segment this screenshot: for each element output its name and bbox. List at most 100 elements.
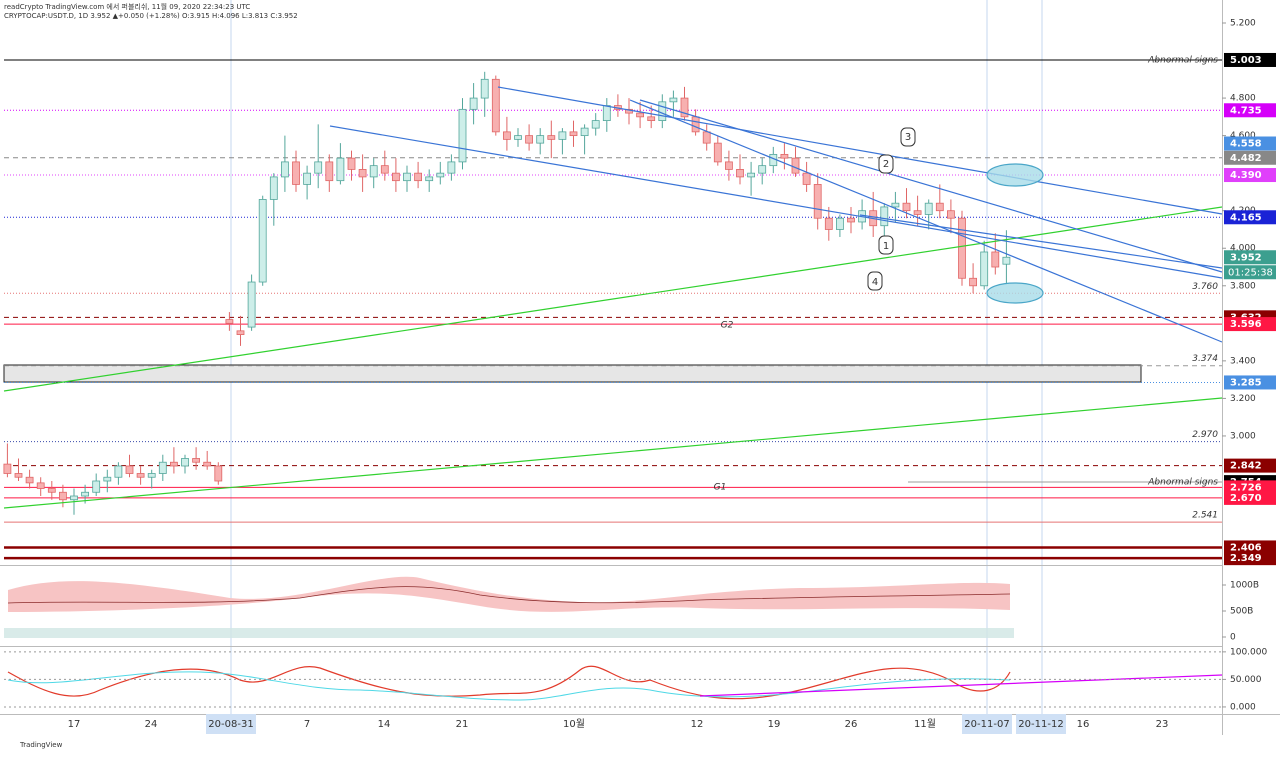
callout-box [878, 154, 894, 174]
candle-body [758, 165, 767, 174]
price-label: 3.596 [1230, 319, 1262, 330]
candle-body [380, 165, 389, 174]
x-label-bg [206, 714, 256, 734]
candle-body [536, 135, 545, 144]
candle-body [192, 458, 201, 463]
price-label-bg [1224, 551, 1276, 566]
trend-line [329, 125, 1223, 279]
candle-body [580, 127, 589, 137]
candle-body [824, 217, 833, 230]
candle-body [469, 97, 478, 110]
candle-body [403, 172, 411, 182]
levels: 3.760 3.374 2.970 2.541 [4, 59, 1222, 560]
candle-body [47, 488, 56, 493]
candle-body [436, 172, 445, 178]
price-label-bg [1224, 250, 1276, 265]
candle-body [292, 161, 300, 185]
callout: 2 [883, 159, 889, 170]
level-text: 3.760 [1192, 282, 1218, 292]
candle-body [92, 480, 101, 493]
price-label-bg [1224, 375, 1276, 390]
volume-strip [4, 628, 1014, 638]
x-tick-label: 19 [768, 719, 781, 730]
price-label: 2.726 [1230, 482, 1262, 493]
candle-body [924, 202, 933, 215]
candle-body [702, 131, 711, 144]
price-label: 3.952 [1230, 252, 1262, 263]
level-text: 2.541 [1192, 511, 1218, 521]
candle-body [336, 157, 345, 182]
annotation: G1 [714, 483, 727, 493]
trend-line [639, 99, 1223, 273]
candle-body [913, 210, 922, 215]
candle-body [902, 202, 911, 212]
candle-body [591, 120, 600, 129]
candle-body [14, 473, 23, 478]
trend-line [497, 86, 1223, 215]
annotation: G2 [721, 321, 734, 331]
x-tick-label: 20-11-12 [1018, 719, 1063, 730]
price-label-bg [1224, 150, 1276, 165]
candle-body [958, 217, 966, 279]
candle-body [103, 476, 112, 482]
candle-body [980, 251, 989, 287]
candle-body [125, 465, 134, 474]
candle-body [447, 161, 456, 174]
callouts: 1 2 3 4 [867, 127, 916, 291]
y-tick-label: 500B [1230, 606, 1253, 616]
trend-line [629, 99, 1223, 343]
candle-body [36, 482, 45, 489]
candle-body [314, 161, 323, 174]
candle-body [114, 465, 123, 478]
y-tick-label: 50.000 [1230, 675, 1262, 685]
callout-box [900, 127, 916, 147]
candle-body [358, 169, 367, 178]
highlight-ellipse [986, 282, 1044, 304]
candle-body [181, 458, 189, 467]
candle-body [747, 172, 755, 178]
candle-body [669, 97, 678, 103]
level-text: 3.374 [1192, 354, 1218, 364]
candle-body [880, 206, 889, 227]
candle-body [647, 116, 656, 122]
oscillator-line [7, 665, 1011, 700]
candle-body [269, 176, 278, 200]
y-tick-label: 5.200 [1230, 18, 1256, 28]
x-tick-label: 14 [378, 719, 391, 730]
indicator-line [7, 586, 1011, 604]
candle-body [414, 172, 423, 182]
candle-body [70, 495, 78, 501]
price-label: 2.670 [1230, 493, 1262, 504]
candle-body [214, 465, 223, 482]
candle-body [969, 277, 977, 287]
x-tick-label: 23 [1156, 719, 1169, 730]
candle-body [935, 202, 944, 212]
price-label: 4.165 [1230, 212, 1262, 223]
candle-body [991, 251, 1000, 268]
callout-box [867, 271, 883, 291]
candle-body [836, 217, 844, 230]
y-tick-label: 4.000 [1230, 244, 1256, 254]
symbol-line: CRYPTOCAP:USDT.D, 1D 3.952 ▲+0.050 (+1.2… [4, 12, 298, 20]
candle-body [525, 135, 533, 144]
price-label: 4.558 [1230, 139, 1262, 150]
x-label-bg [962, 714, 1012, 734]
price-label-bg [1224, 168, 1276, 183]
highlight-ellipse [986, 163, 1044, 187]
price-label-bg [1224, 458, 1276, 473]
y-tick-label: 4.600 [1230, 131, 1256, 141]
callout: 1 [883, 241, 889, 252]
x-tick-label: 26 [845, 719, 858, 730]
candle-body [780, 153, 789, 159]
callout: 4 [872, 277, 878, 288]
y-tick-label: 3.800 [1230, 281, 1256, 291]
candle-body [847, 217, 855, 223]
countdown-bg [1224, 265, 1276, 280]
level-text: 2.970 [1192, 430, 1218, 440]
x-tick-label: 11월 [914, 718, 936, 730]
candle-body [547, 135, 556, 140]
candle-body [736, 169, 744, 178]
candle-body [280, 161, 289, 178]
y-tick-label: 4.800 [1230, 94, 1256, 104]
x-tick-label: 10월 [563, 718, 585, 730]
